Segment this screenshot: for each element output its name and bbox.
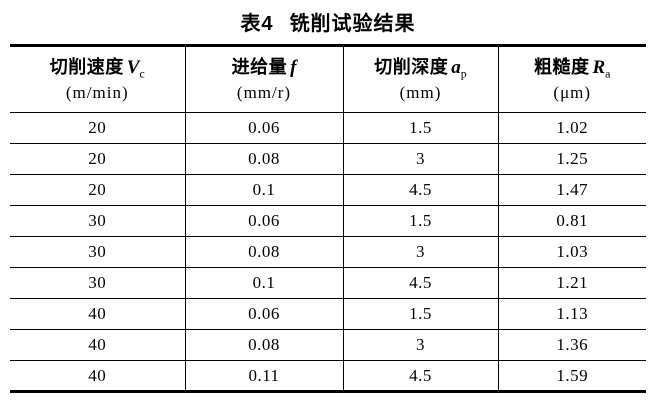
table-cell: 1.5	[342, 205, 498, 237]
table-cell: 4.5	[342, 267, 498, 299]
table-cell: 1.25	[497, 143, 646, 175]
table-number: 表4	[240, 13, 274, 35]
header-row: 切削速度 Vc (m/min) 进给量 f (mm/r) 切削深度 ap (mm) 粗…	[10, 44, 646, 113]
table-cell: 1.21	[497, 267, 646, 299]
table-title-text: 铣削试验结果	[289, 13, 416, 35]
table-cell: 1.47	[497, 174, 646, 206]
table-cell: 40	[10, 298, 185, 330]
table-cell: 1.5	[342, 112, 498, 144]
table-cell: 1.5	[342, 298, 498, 330]
table-cell: 0.81	[497, 205, 646, 237]
table-cell: 30	[10, 267, 185, 299]
symbol-f: f	[290, 56, 297, 78]
table-cell: 0.08	[184, 329, 343, 361]
table-row: 40 0.06 1.5 1.13	[10, 298, 646, 330]
table-row: 30 0.06 1.5 0.81	[10, 205, 646, 237]
table-row: 40 0.11 4.5 1.59	[10, 360, 646, 393]
table-cell: 0.06	[184, 112, 343, 144]
symbol-ra: R	[592, 56, 606, 78]
table-cell: 30	[10, 205, 185, 237]
table-cell: 20	[10, 112, 185, 144]
unit-cutting-speed: (m/min)	[65, 83, 129, 103]
table-cell: 1.36	[497, 329, 646, 361]
header-cutting-depth: 切削深度 ap (mm)	[342, 44, 498, 113]
results-table: 切削速度 Vc (m/min) 进给量 f (mm/r) 切削深度 ap (mm) 粗…	[10, 44, 646, 393]
header-roughness: 粗糙度 Ra (μm)	[497, 44, 646, 113]
table-row: 30 0.1 4.5 1.21	[10, 267, 646, 299]
table-row: 20 0.06 1.5 1.02	[10, 112, 646, 144]
table-cell: 0.06	[184, 298, 343, 330]
table-cell: 3	[342, 236, 498, 268]
table-cell: 30	[10, 236, 185, 268]
header-cutting-speed: 切削速度 Vc (m/min)	[10, 44, 185, 113]
table-cell: 0.11	[184, 360, 343, 393]
table-cell: 4.5	[342, 174, 498, 206]
unit-feed-rate: (mm/r)	[236, 83, 292, 103]
table-row: 30 0.08 3 1.03	[10, 236, 646, 268]
table-cell: 0.1	[184, 267, 343, 299]
table-cell: 3	[342, 143, 498, 175]
table-cell: 3	[342, 329, 498, 361]
table-cell: 0.06	[184, 205, 343, 237]
table-cell: 20	[10, 174, 185, 206]
symbol-ap: a	[451, 56, 461, 78]
table-cell: 40	[10, 329, 185, 361]
table-cell: 1.59	[497, 360, 646, 393]
table-cell: 0.08	[184, 143, 343, 175]
table-cell: 1.03	[497, 236, 646, 268]
symbol-vc: V	[126, 56, 140, 78]
table-cell: 40	[10, 360, 185, 393]
table-row: 40 0.08 3 1.36	[10, 329, 646, 361]
table-cell: 0.1	[184, 174, 343, 206]
table-header: 切削速度 Vc (m/min) 进给量 f (mm/r) 切削深度 ap (mm) 粗…	[10, 44, 646, 113]
table-cell: 4.5	[342, 360, 498, 393]
table-title: 表4 铣削试验结果	[0, 0, 656, 36]
header-feed-rate: 进给量 f (mm/r)	[184, 44, 343, 113]
table-cell: 0.08	[184, 236, 343, 268]
table-row: 20 0.08 3 1.25	[10, 143, 646, 175]
unit-roughness: (μm)	[553, 83, 592, 103]
table-body: 20 0.06 1.5 1.02 20 0.08 3 1.25 20 0.1 4.5 1.47 30 0.…	[10, 112, 646, 393]
table-cell: 1.13	[497, 298, 646, 330]
table-cell: 20	[10, 143, 185, 175]
table-cell: 1.02	[497, 112, 646, 144]
table-row: 20 0.1 4.5 1.47	[10, 174, 646, 206]
unit-cutting-depth: (mm)	[399, 83, 442, 103]
